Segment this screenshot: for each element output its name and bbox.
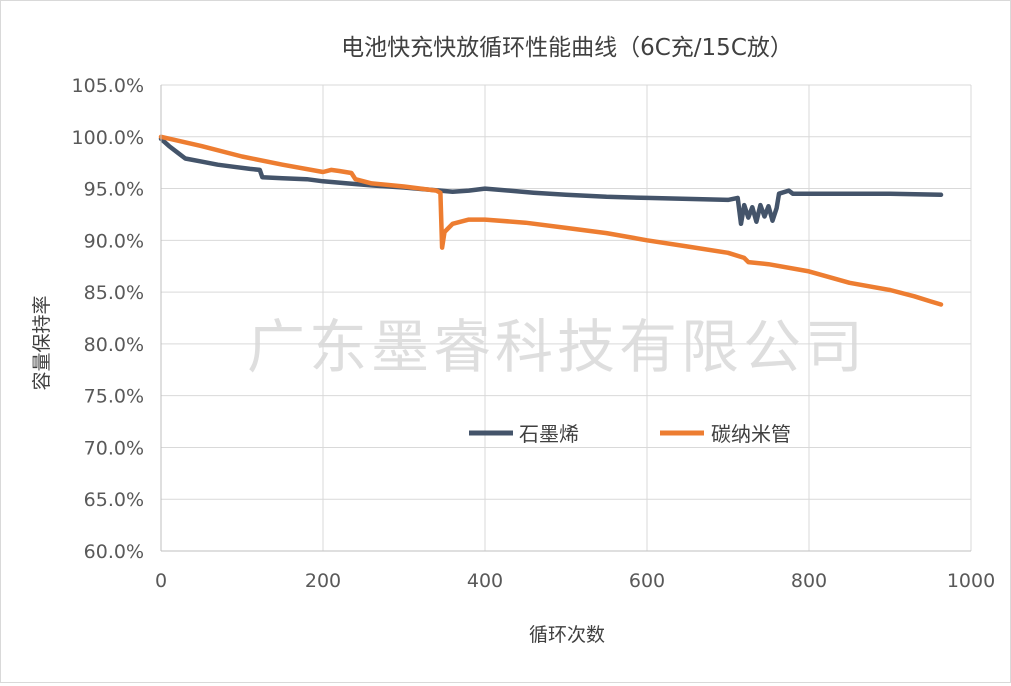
x-tick-label: 1000	[947, 570, 995, 592]
chart-watermark: 广东墨睿科技有限公司	[247, 313, 867, 381]
series-line-cnt	[158, 134, 944, 307]
y-axis-label: 容量保持率	[31, 295, 53, 390]
y-tick-label: 95.0%	[84, 179, 144, 201]
x-tick-label: 400	[467, 570, 503, 592]
x-axis-label: 循环次数	[529, 624, 605, 646]
x-tick-label: 800	[791, 570, 827, 592]
x-tick-label: 600	[629, 570, 665, 592]
y-tick-label: 100.0%	[72, 127, 144, 149]
legend-label-graphene: 石墨烯	[519, 422, 579, 446]
series-line-graphene	[158, 136, 944, 227]
y-tick-label: 90.0%	[84, 230, 144, 252]
grid-layer	[161, 84, 972, 551]
y-tick-label: 105.0%	[72, 75, 144, 97]
chart-title: 电池快充快放循环性能曲线（6C充/15C放）	[341, 35, 793, 61]
y-tick-label: 70.0%	[84, 437, 144, 459]
x-tick-label: 0	[155, 570, 167, 592]
y-tick-label: 75.0%	[84, 386, 144, 408]
y-tick-label: 80.0%	[84, 334, 144, 356]
y-tick-label: 60.0%	[84, 541, 144, 563]
y-tick-label: 85.0%	[84, 282, 144, 304]
series-layer	[158, 134, 944, 307]
x-tick-label: 200	[305, 570, 341, 592]
legend-label-cnt: 碳纳米管	[711, 422, 791, 446]
y-tick-label: 65.0%	[84, 489, 144, 511]
legend: 石墨烯 碳纳米管	[469, 422, 791, 446]
axis-layer: 60.0% 65.0% 70.0% 75.0% 80.0% 85.0% 90.0% 95.0%…	[72, 75, 996, 592]
